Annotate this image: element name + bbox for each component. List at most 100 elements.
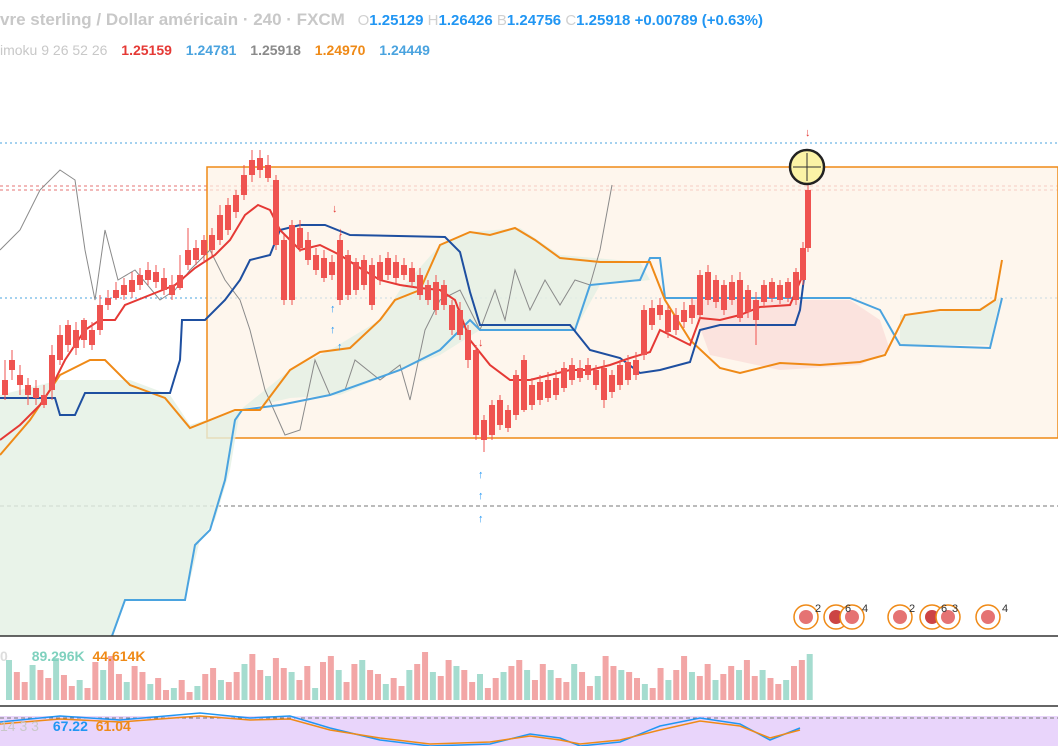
volume-bar [186,692,193,700]
volume-bar [343,682,350,700]
event-count: 2 [909,603,915,615]
candle-body [425,285,431,300]
open-value: 1.25129 [369,12,424,29]
candle-body [401,265,407,275]
ichimoku-legend[interactable]: imoku 9 26 52 26 1.25159 1.24781 1.25918… [0,42,430,58]
volume-bar [21,682,28,700]
volume-bar [241,664,248,700]
volume-bar [139,672,146,700]
candle-body [409,268,415,282]
candle-body [561,368,567,388]
volume-bar [217,680,224,700]
volume-bar [147,684,154,700]
candle-body [209,235,215,250]
volume-bar [775,684,782,700]
volume-bar [170,688,177,700]
volume-bar [649,688,656,700]
volume-bar [712,680,719,700]
candle-body [625,362,631,380]
volume-bar [783,680,790,700]
volume-ma-value: 44.614K [92,648,146,664]
volume-bar [280,668,287,700]
stoch-k-value: 67.22 [52,718,88,734]
svg-text:↑: ↑ [478,490,484,502]
svg-text:↓: ↓ [338,226,344,238]
span-b-value: 1.24449 [379,42,430,58]
candle-body [305,240,311,260]
chikou-value: 1.25918 [250,42,301,58]
candle-body [57,335,63,360]
volume-bar [327,656,334,700]
candle-body [33,388,39,398]
economic-events[interactable]: 2 6 4 2 6 3 4 [793,603,1008,630]
candle-body [529,385,535,405]
svg-text:↑: ↑ [478,469,484,481]
event-count: 2 [815,603,821,615]
volume-bar [53,658,60,700]
volume-bar [477,674,483,700]
volume-bar [202,674,209,700]
volume-value: 89.296K [31,648,85,664]
candle-body [793,272,799,300]
volume-bar [767,678,774,700]
volume-bar [634,678,640,700]
candle-body [617,365,623,385]
volume-bar [743,660,750,700]
svg-text:↑: ↑ [478,513,484,525]
volume-bar [484,688,491,700]
volume-bar [6,660,12,700]
candle-body [761,285,767,302]
candle-body [769,282,775,298]
candle-body [9,360,15,370]
volume-bar [681,656,688,700]
candle-body [785,282,791,298]
stoch-legend[interactable]: 14 3 3 67.22 61.04 [0,718,131,734]
volume-bar [736,670,743,700]
candle-body [329,262,335,275]
volume-bar [720,674,727,700]
candle-body [569,365,575,380]
volume-bar [367,670,374,700]
ohlc-values: O1.25129 H1.26426 B1.24756 C1.25918 +0.0… [357,12,764,29]
volume-bar [429,672,436,700]
candle-body [289,225,295,300]
span-a-value: 1.24970 [314,42,366,58]
volume-bar [37,670,44,700]
candle-body [721,285,727,310]
candle-body [473,350,479,435]
candle-body [673,315,679,330]
candle-body [89,330,95,345]
candle-body [377,262,383,280]
volume-bar [547,670,554,700]
volume-bar [272,658,279,700]
volume-bar [610,666,617,700]
volume-bar [131,666,138,700]
kijun-line [0,224,806,416]
volume-bar [437,676,444,700]
volume-bar [123,682,130,700]
range-box[interactable] [206,166,1058,439]
candle-body [177,275,183,288]
volume-bar [359,660,366,700]
candle-body [153,272,159,282]
volume-bar [461,670,468,700]
volume-legend[interactable]: 0 89.296K 44.614K [0,648,146,664]
candle-body [465,330,471,360]
candle-body [145,270,151,280]
svg-text:↓: ↓ [332,203,338,215]
symbol-title[interactable]: vre sterling / Dollar américain · 240 · … [0,10,345,29]
volume-bar [728,666,735,700]
candle-body [337,240,343,300]
volume-bar [163,690,169,700]
candle-body [585,365,591,375]
candle-body [433,282,439,310]
candle-body [457,310,463,335]
candle-body [481,420,487,440]
volume-bar [704,664,711,700]
candle-body [641,310,647,355]
candle-body [169,285,175,295]
candle-body [737,280,743,318]
candle-body [321,258,327,278]
volume-bar [531,680,538,700]
